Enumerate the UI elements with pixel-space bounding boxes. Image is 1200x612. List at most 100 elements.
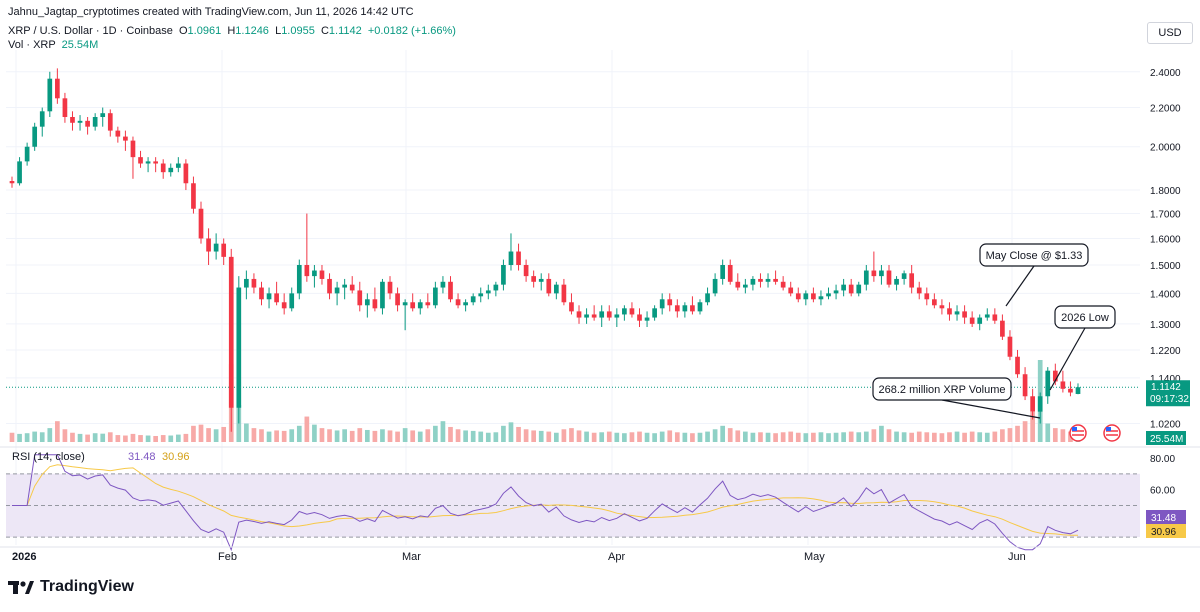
annotations: May Close @ $1.33 2026 Low 268.2 million X… [872, 243, 1121, 442]
volume-bar [100, 433, 106, 442]
candle [55, 68, 60, 104]
candle-body [266, 293, 272, 300]
candle-body [478, 293, 484, 297]
volume-label[interactable]: Vol · XRP [8, 39, 56, 51]
candle-body [743, 284, 748, 288]
candle [705, 287, 710, 306]
candle-body [1068, 388, 1073, 393]
volume-bar [463, 430, 468, 442]
callout-box [1054, 305, 1116, 329]
candle-body [410, 302, 416, 309]
candle-body [47, 78, 53, 112]
candle-body [720, 265, 726, 279]
candle-body [213, 243, 219, 252]
candle-body [440, 281, 446, 288]
candle [576, 305, 582, 324]
candle [531, 270, 537, 288]
candle [1015, 349, 1020, 378]
volume-bar [667, 430, 673, 442]
currency-button[interactable]: USD [1147, 22, 1193, 44]
candle [614, 308, 620, 328]
candle-body [682, 305, 688, 312]
candle [538, 273, 544, 291]
candle-body [17, 161, 22, 184]
candle-body [622, 308, 627, 315]
candle [433, 281, 438, 309]
price-axis: 2.4000 2.2000 2.0000 1.8000 1.7000 1.6000 1.50… [1146, 68, 1190, 538]
volume-bar [803, 433, 809, 442]
candle [198, 201, 204, 244]
candle [485, 284, 491, 300]
candle [984, 308, 990, 321]
candle-body [773, 278, 778, 282]
volume-bar [1007, 428, 1013, 442]
volume-bar [516, 426, 521, 442]
candle-body [924, 293, 930, 300]
volume-bar [425, 429, 431, 442]
candle [916, 281, 922, 300]
volume-bar [909, 432, 915, 442]
candle-body [1045, 370, 1051, 397]
candle-body [901, 273, 907, 279]
candle [455, 293, 461, 309]
candle [1007, 330, 1013, 361]
candle-body [871, 270, 877, 277]
volume-bar [327, 429, 332, 442]
candle [478, 287, 484, 303]
candle [758, 273, 763, 288]
time-tick-label: Feb [218, 551, 237, 563]
candle [826, 287, 831, 300]
candle [1037, 392, 1043, 424]
price-tick-label: 1.5000 [1150, 261, 1181, 272]
tradingview-logo[interactable]: TradingView [8, 578, 134, 596]
rsi-ma-last-badge [1146, 524, 1186, 538]
volume-bar [221, 426, 227, 442]
candle [364, 293, 370, 318]
candle [145, 157, 151, 173]
candle-body [364, 299, 370, 306]
volume-bar [410, 430, 416, 442]
candle [387, 276, 393, 300]
candle-body [614, 314, 620, 318]
candle [569, 293, 574, 315]
volume-bar [372, 430, 378, 442]
volume-bar [191, 425, 196, 442]
candle [969, 311, 975, 328]
candle [1000, 314, 1005, 340]
candle [561, 278, 567, 306]
symbol-name[interactable]: XRP / U.S. Dollar · 1D · Coinbase [8, 25, 173, 37]
candle-body [727, 265, 733, 282]
time-tick-label: Mar [402, 551, 421, 563]
volume-bar [652, 433, 657, 442]
candle [690, 296, 695, 315]
volume-legend: Vol · XRP 25.54M [8, 39, 98, 51]
rsi-ma-line [12, 464, 1078, 536]
volume-bar [992, 431, 998, 442]
candle [795, 287, 801, 303]
candle-body [516, 251, 521, 266]
candle [591, 305, 597, 321]
volume-bar [682, 432, 688, 442]
candle-body [712, 278, 718, 294]
volume-bar [115, 435, 121, 442]
candle-body [244, 278, 249, 288]
volume-bar [886, 429, 892, 442]
price-tick-label: 1.6000 [1150, 234, 1181, 245]
candle-body [349, 284, 355, 291]
candle-body [833, 290, 839, 294]
candle-body [168, 167, 174, 173]
candle [372, 287, 378, 312]
volume-bar [39, 432, 45, 442]
candle [546, 273, 552, 297]
event-flag-icon [1103, 424, 1121, 442]
volume-bar [591, 432, 597, 442]
candle [523, 259, 529, 282]
volume-bar [879, 425, 884, 442]
candle [712, 273, 718, 297]
candle [130, 136, 136, 179]
candle-body [690, 305, 695, 312]
candle-body [39, 111, 45, 127]
candle [599, 305, 605, 328]
volume-bar [470, 430, 476, 442]
